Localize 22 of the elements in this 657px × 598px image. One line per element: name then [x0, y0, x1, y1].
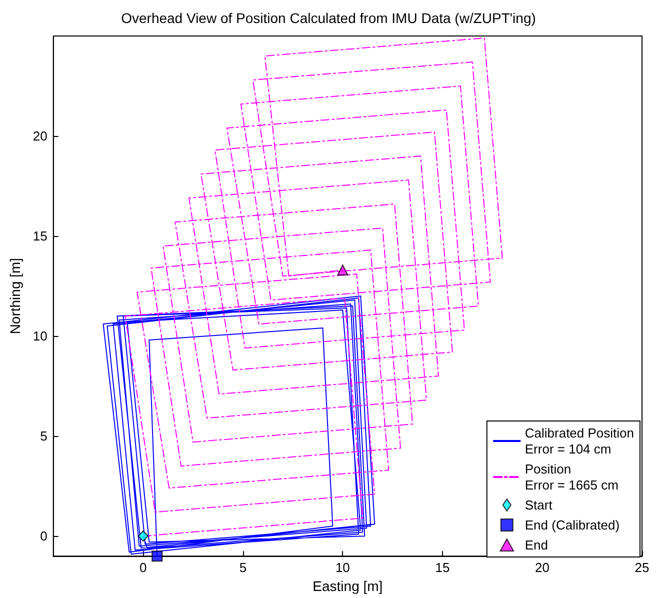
x-tick-label: 15	[435, 560, 450, 576]
chart-title: Overhead View of Position Calculated from IMU Data (w/ZUPT'ing)	[121, 10, 536, 26]
y-tick-label: 20	[32, 128, 48, 144]
y-axis-title: Northing [m]	[7, 258, 23, 334]
legend-label: Position Error = 1665 cm	[524, 462, 618, 492]
y-tick-label: 0	[40, 528, 48, 544]
point	[138, 530, 149, 542]
y-tick-label: 15	[32, 228, 48, 244]
legend-label: Calibrated Position Error = 104 cm	[524, 426, 634, 456]
point	[152, 550, 163, 562]
x-tick-label: 0	[140, 560, 147, 576]
legend-label: End (Calibrated)	[524, 518, 620, 532]
legend-label: End	[524, 538, 548, 552]
x-tick-label: 20	[534, 560, 550, 576]
x-tick-label: 10	[335, 560, 350, 576]
x-axis-title: Easting [m]	[312, 578, 383, 594]
y-tick-label: 5	[40, 428, 48, 444]
legend-label: Start	[524, 498, 553, 512]
point	[337, 264, 348, 276]
x-tick-label: 5	[239, 560, 247, 576]
y-tick-label: 10	[32, 328, 48, 344]
x-tick-label: 25	[634, 560, 650, 576]
